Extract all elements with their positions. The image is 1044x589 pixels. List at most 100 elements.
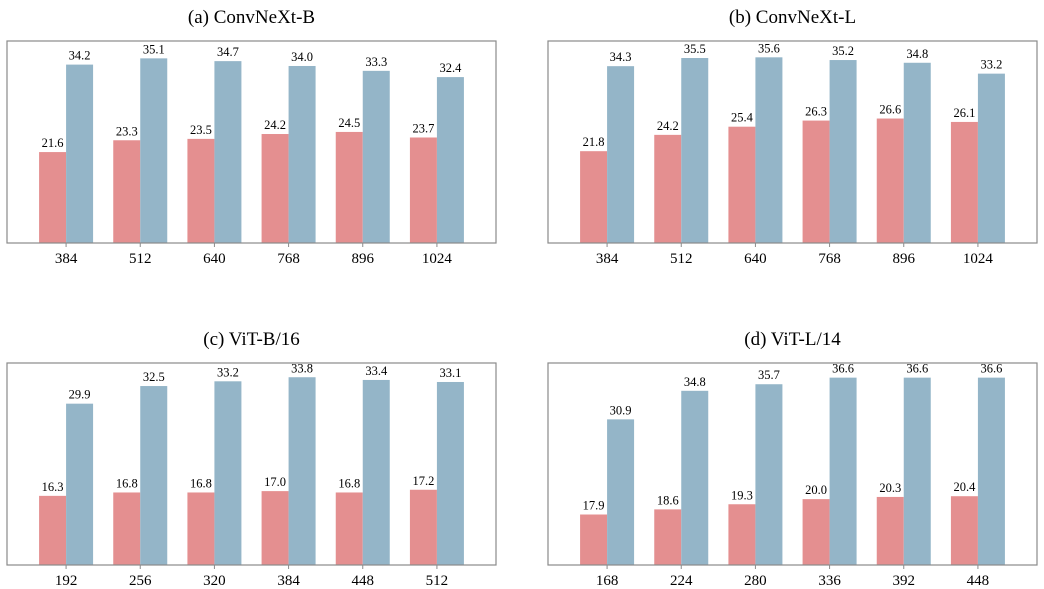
- data-label: 36.6: [980, 362, 1002, 376]
- axes-frame: [547, 40, 1038, 244]
- bar-series-1-768: [829, 60, 857, 244]
- data-label: 29.9: [69, 388, 91, 402]
- bar-series-0-1024: [950, 121, 978, 243]
- chart-title: (b) ConvNeXt-L: [729, 7, 856, 28]
- data-label: 20.3: [879, 481, 901, 495]
- bar-series-1-320: [214, 381, 242, 565]
- bar-series-0-1024: [409, 137, 437, 243]
- x-tick-label: 384: [277, 573, 300, 589]
- bar-series-0-512: [113, 140, 141, 243]
- data-label: 23.3: [116, 124, 138, 138]
- data-label: 16.8: [338, 476, 360, 490]
- bar-series-1-512: [681, 58, 709, 244]
- data-label: 35.1: [143, 42, 165, 56]
- data-label: 33.3: [365, 55, 387, 69]
- data-label: 23.7: [412, 121, 434, 135]
- bar-series-1-896: [903, 62, 931, 243]
- x-tick-label: 640: [203, 251, 226, 267]
- panel-convnext-l: (b) ConvNeXt-L 21.8 34.3 384 24.2 35.5 512 25.4…: [547, 7, 1038, 267]
- chart-title: (c) ViT-B/16: [203, 329, 300, 350]
- axes-frame: [6, 362, 497, 566]
- data-label: 36.6: [906, 362, 928, 376]
- bar-series-0-384: [580, 151, 608, 243]
- x-tick-label: 168: [596, 573, 619, 589]
- bar-series-1-448: [977, 377, 1005, 565]
- x-tick-label: 896: [893, 251, 916, 267]
- bar-series-1-384: [607, 66, 635, 244]
- data-label: 30.9: [610, 403, 632, 417]
- bar-series-1-640: [214, 61, 242, 243]
- data-label: 17.9: [583, 499, 605, 513]
- chart-title: (a) ConvNeXt-B: [188, 7, 315, 28]
- bar-series-1-336: [829, 377, 857, 565]
- data-label: 20.0: [805, 483, 827, 497]
- x-tick-label: 768: [277, 251, 300, 267]
- data-label: 34.8: [684, 375, 706, 389]
- bar-series-0-384: [39, 152, 67, 243]
- bar-series-0-336: [802, 499, 830, 565]
- bar-series-1-896: [362, 70, 390, 243]
- x-tick-label: 448: [967, 573, 990, 589]
- data-label: 24.2: [657, 119, 679, 133]
- bar-series-0-512: [409, 489, 437, 565]
- x-tick-label: 224: [670, 573, 693, 589]
- x-tick-label: 512: [426, 573, 449, 589]
- bar-series-0-192: [39, 495, 67, 565]
- bar-series-1-512: [436, 381, 464, 565]
- data-label: 21.6: [42, 136, 64, 150]
- bar-series-0-448: [335, 492, 363, 565]
- bar-series-0-256: [113, 492, 141, 565]
- data-label: 23.5: [190, 123, 212, 137]
- data-label: 26.1: [953, 106, 975, 120]
- data-label: 21.8: [583, 135, 605, 149]
- data-label: 26.6: [879, 103, 901, 117]
- x-tick-label: 768: [818, 251, 841, 267]
- bar-series-0-384: [261, 491, 289, 565]
- data-label: 36.6: [832, 362, 854, 376]
- data-label: 24.5: [338, 116, 360, 130]
- data-label: 34.7: [217, 45, 239, 59]
- data-label: 17.0: [264, 475, 286, 489]
- data-label: 34.8: [906, 47, 928, 61]
- bar-series-0-320: [187, 492, 215, 565]
- axes-frame: [6, 40, 497, 244]
- x-tick-label: 896: [352, 251, 375, 267]
- data-label: 33.8: [291, 361, 313, 375]
- panel-vit-b16: (c) ViT-B/16 16.3 29.9 192 16.8 32.5 256 16.8 33…: [6, 329, 497, 589]
- bar-series-1-168: [607, 419, 635, 565]
- chart-title: (d) ViT-L/14: [744, 329, 841, 350]
- data-label: 32.5: [143, 370, 165, 384]
- data-label: 33.4: [365, 364, 388, 378]
- data-label: 35.6: [758, 41, 780, 55]
- data-label: 16.8: [116, 476, 138, 490]
- bar-series-0-512: [654, 134, 682, 243]
- bar-series-1-256: [140, 386, 168, 565]
- panel-convnext-b: (a) ConvNeXt-B 21.6 34.2 384 23.3 35.1 512 23.5…: [6, 7, 497, 267]
- data-label: 34.0: [291, 50, 313, 64]
- bar-series-1-1024: [977, 73, 1005, 243]
- data-label: 34.2: [69, 49, 91, 63]
- bar-series-0-768: [802, 120, 830, 243]
- panel-vit-l14: (d) ViT-L/14 17.9 30.9 168 18.6 34.8 224 19.3 35…: [547, 329, 1038, 589]
- data-label: 26.3: [805, 105, 827, 119]
- bar-series-1-640: [755, 57, 783, 243]
- data-label: 18.6: [657, 493, 679, 507]
- bar-series-0-168: [580, 514, 608, 565]
- bar-series-0-896: [335, 131, 363, 243]
- bar-series-1-448: [362, 379, 390, 565]
- bar-series-1-384: [288, 377, 316, 565]
- x-tick-label: 1024: [963, 251, 994, 267]
- x-tick-label: 512: [670, 251, 693, 267]
- bar-series-1-392: [903, 377, 931, 565]
- bar-series-0-280: [728, 504, 756, 565]
- bar-series-0-640: [187, 138, 215, 243]
- x-tick-label: 448: [352, 573, 375, 589]
- data-label: 33.2: [217, 365, 239, 379]
- bar-series-1-224: [681, 390, 709, 565]
- bar-series-1-1024: [436, 77, 464, 243]
- data-label: 35.7: [758, 368, 780, 382]
- data-label: 17.2: [412, 474, 434, 488]
- data-label: 33.2: [980, 58, 1002, 72]
- bar-series-1-280: [755, 384, 783, 565]
